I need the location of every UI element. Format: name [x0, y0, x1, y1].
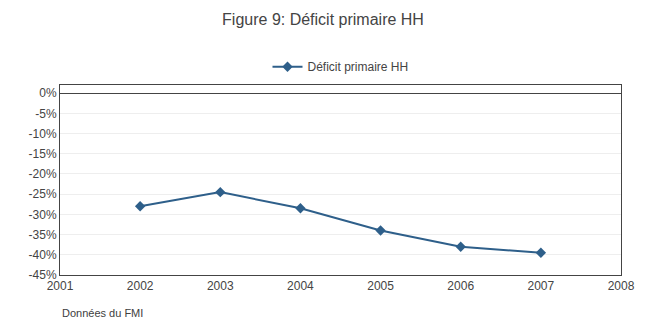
svg-text:-30%: -30% — [29, 208, 57, 222]
svg-text:-15%: -15% — [29, 147, 57, 161]
svg-text:-40%: -40% — [29, 248, 57, 262]
svg-text:-10%: -10% — [29, 127, 57, 141]
svg-text:Figure 9: Déficit primaire HH: Figure 9: Déficit primaire HH — [222, 11, 424, 28]
svg-text:2003: 2003 — [207, 279, 234, 293]
svg-text:2002: 2002 — [127, 279, 154, 293]
svg-text:0%: 0% — [39, 86, 57, 100]
svg-text:Données du FMI: Données du FMI — [62, 307, 143, 319]
svg-text:2006: 2006 — [447, 279, 474, 293]
svg-text:-20%: -20% — [29, 167, 57, 181]
svg-text:-5%: -5% — [35, 107, 57, 121]
svg-text:2001: 2001 — [47, 279, 74, 293]
svg-text:2004: 2004 — [287, 279, 314, 293]
svg-text:-45%: -45% — [29, 268, 57, 282]
svg-text:-35%: -35% — [29, 228, 57, 242]
svg-text:-25%: -25% — [29, 187, 57, 201]
svg-text:2008: 2008 — [608, 279, 635, 293]
svg-text:2007: 2007 — [528, 279, 555, 293]
svg-text:Déficit primaire HH: Déficit primaire HH — [308, 60, 409, 74]
svg-text:2005: 2005 — [367, 279, 394, 293]
